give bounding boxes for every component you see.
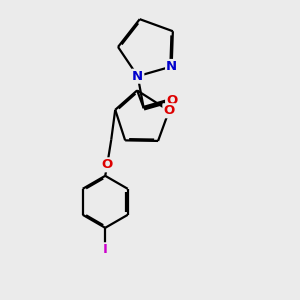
- Text: O: O: [102, 158, 113, 171]
- Text: I: I: [103, 243, 108, 256]
- Text: N: N: [132, 70, 143, 83]
- Text: O: O: [164, 104, 175, 117]
- Text: O: O: [166, 94, 177, 107]
- Text: N: N: [166, 60, 177, 73]
